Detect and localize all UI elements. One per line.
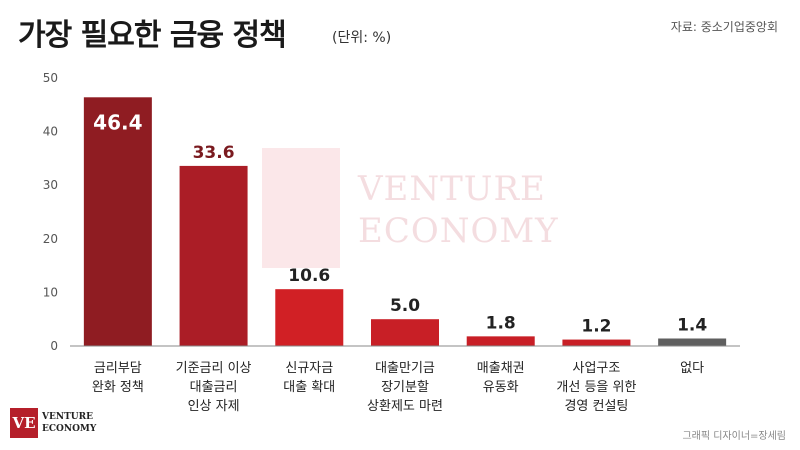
x-tick-label: 장기분할 <box>381 380 429 395</box>
y-tick-label: 50 <box>43 71 58 85</box>
logo-line1: VENTURE <box>42 412 93 422</box>
x-tick-label: 개선 등을 위한 <box>556 380 636 395</box>
y-tick-label: 20 <box>43 232 58 246</box>
bars-group: 46.4 33.6 10.6 5.0 1.8 1.2 1.4 <box>83 97 727 347</box>
bar-value-label: 10.6 <box>288 266 330 286</box>
y-tick-label: 40 <box>43 125 58 139</box>
bar-value-label: 1.8 <box>486 313 516 333</box>
source-label: 자료: 중소기업중앙회 <box>670 20 778 34</box>
graphic-credit: 그래픽 디자이너=장세림 <box>682 431 786 442</box>
bar-value-label: 33.6 <box>193 143 235 163</box>
x-tick-label: 신규자금 <box>285 361 333 376</box>
bar <box>562 339 631 346</box>
logo-line2: ECONOMY <box>42 424 97 434</box>
x-tick-label: 매출채권 <box>477 361 525 376</box>
y-tick-label: 10 <box>43 285 58 299</box>
chart-title: 가장 필요한 금융 정책 <box>18 18 287 53</box>
x-tick-label: 인상 자제 <box>188 399 240 414</box>
bar-value-label: 46.4 <box>93 110 142 134</box>
x-tick-label: 대출만기금 <box>375 361 435 376</box>
y-axis: 0 10 20 30 40 50 <box>43 71 58 353</box>
x-tick-label: 상환제도 마련 <box>367 399 443 414</box>
y-tick-label: 30 <box>43 178 58 192</box>
x-tick-label: 유동화 <box>483 380 519 395</box>
y-tick-label: 0 <box>50 339 58 353</box>
bar <box>371 319 439 346</box>
x-tick-label: 대출 확대 <box>283 380 335 395</box>
bar <box>466 336 535 346</box>
brand-logo: VE VENTURE ECONOMY <box>10 406 110 442</box>
logo-mark: VE <box>10 408 38 438</box>
x-tick-label: 완화 정책 <box>92 380 144 395</box>
x-tick-label: 없다 <box>680 361 704 376</box>
bar <box>275 289 344 346</box>
bar-value-label: 1.2 <box>581 317 611 337</box>
x-tick-label: 금리부담 <box>94 361 142 376</box>
bar-value-label: 1.4 <box>677 315 707 335</box>
unit-label: (단위: %) <box>332 30 392 46</box>
bar <box>179 165 248 346</box>
x-tick-label: 대출금리 <box>190 380 238 395</box>
bar <box>658 338 727 346</box>
x-tick-label: 사업구조 <box>573 361 621 376</box>
bar <box>83 97 152 347</box>
bar-value-label: 5.0 <box>390 296 420 316</box>
x-tick-label: 경영 컨설팅 <box>564 399 628 414</box>
x-tick-label: 기준금리 이상 <box>176 361 252 376</box>
